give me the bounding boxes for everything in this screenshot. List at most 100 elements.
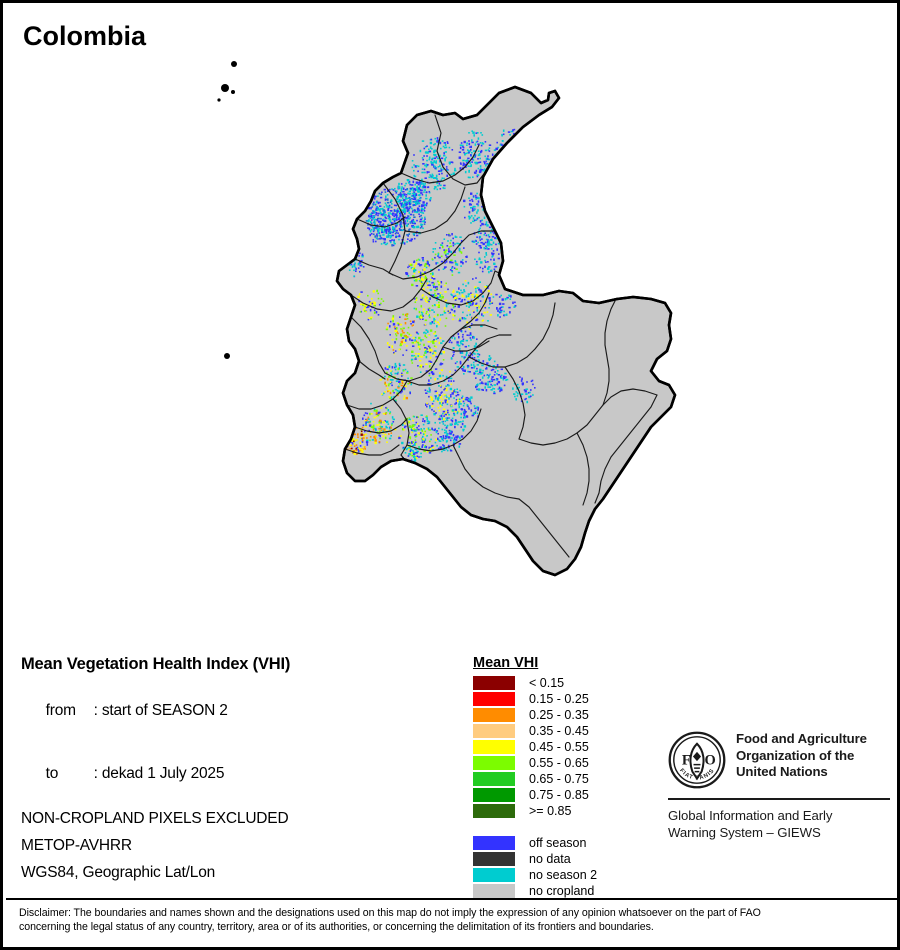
admin-boundary-15 [354, 418, 408, 434]
legend-swatch-class-0 [473, 676, 515, 690]
admin-boundary-4 [388, 230, 494, 280]
legend-class-list: < 0.15 0.15 - 0.25 0.25 - 0.35 0.35 - 0.45 0… [473, 675, 663, 819]
legend-row-class-3[interactable]: 0.35 - 0.45 [473, 723, 663, 739]
legend-title: Mean VHI [473, 655, 539, 671]
info-row-to: to: dekad 1 July 2025 [21, 747, 451, 801]
admin-boundary-27 [452, 444, 520, 500]
legend-swatch-special-1 [473, 852, 515, 866]
legend-row-class-2[interactable]: 0.25 - 0.35 [473, 707, 663, 723]
pixel-cluster-10 [453, 277, 493, 330]
pixel-cluster-4 [396, 177, 432, 212]
admin-boundary-24 [602, 300, 616, 406]
fao-organization-name: Food and Agriculture Organization of the… [736, 731, 867, 781]
admin-boundary-12 [358, 360, 386, 380]
fao-giews-name: Global Information and Early Warning Sys… [668, 807, 893, 841]
map-legend: Mean VHI < 0.15 0.15 - 0.25 0.25 - 0.35 0.3… [473, 655, 663, 899]
legend-row-class-7[interactable]: 0.75 - 0.85 [473, 787, 663, 803]
country-border-stroke [335, 85, 677, 577]
legend-row-special-3[interactable]: no cropland [473, 883, 663, 899]
legend-label-class-0: < 0.15 [529, 676, 565, 690]
fao-emblem-icon: F O FIAT PANIS [668, 731, 726, 789]
pixel-cluster-9 [413, 278, 458, 328]
legend-swatch-class-1 [473, 692, 515, 706]
legend-swatch-class-6 [473, 772, 515, 786]
island-2 [231, 90, 235, 94]
island-0 [231, 61, 237, 67]
fao-divider [668, 798, 890, 800]
legend-label-class-7: 0.75 - 0.85 [529, 788, 589, 802]
legend-special-list: off season no data no season 2 no cropland [473, 835, 663, 899]
fao-sub-line-1: Global Information and Early [668, 808, 833, 823]
legend-row-class-1[interactable]: 0.15 - 0.25 [473, 691, 663, 707]
legend-label-special-0: off season [529, 836, 587, 850]
info-title: Mean Vegetation Health Index (VHI) [21, 655, 291, 673]
pixel-cluster-15 [424, 369, 465, 423]
legend-swatch-class-2 [473, 708, 515, 722]
legend-swatch-special-2 [473, 868, 515, 882]
disclaimer-text: Disclaimer: The boundaries and names sho… [19, 906, 889, 934]
admin-boundary-6 [356, 216, 406, 228]
islands-layer [217, 61, 237, 359]
admin-boundary-23 [576, 432, 590, 506]
page-title: Colombia [23, 21, 147, 51]
fao-name-line-1: Food and Agriculture [736, 731, 867, 746]
legend-label-class-8: >= 0.85 [529, 804, 572, 818]
disclaimer-line-1: Disclaimer: The boundaries and names sho… [19, 907, 761, 919]
fao-header: F O FIAT PANIS Food and Agriculture Orga… [668, 731, 893, 789]
legend-label-class-1: 0.15 - 0.25 [529, 692, 589, 706]
info-note-cropland: NON-CROPLAND PIXELS EXCLUDED [21, 810, 289, 827]
admin-boundary-25 [594, 394, 658, 504]
pixel-cluster-22 [512, 376, 536, 404]
pixel-cluster-11 [385, 313, 419, 356]
legend-swatch-class-3 [473, 724, 515, 738]
admin-boundary-8 [420, 270, 496, 306]
admin-boundary-13 [346, 380, 408, 410]
legend-row-class-5[interactable]: 0.55 - 0.65 [473, 755, 663, 771]
legend-row-special-2[interactable]: no season 2 [473, 867, 663, 883]
pixel-cluster-20 [344, 427, 369, 456]
map-info-block: Mean Vegetation Health Index (VHI) from:… [21, 655, 451, 891]
legend-row-class-6[interactable]: 0.65 - 0.75 [473, 771, 663, 787]
legend-swatch-class-7 [473, 788, 515, 802]
admin-boundary-17 [406, 334, 512, 386]
admin-boundary-20 [504, 366, 526, 440]
pixel-cluster-12 [410, 329, 445, 377]
admin-boundary-29 [518, 498, 570, 558]
info-label-to: to [45, 765, 59, 782]
island-3 [217, 98, 221, 102]
legend-label-class-6: 0.65 - 0.75 [529, 772, 589, 786]
info-value-from: : start of SEASON 2 [93, 702, 228, 719]
fao-name-line-2: Organization of the [736, 747, 855, 763]
map-figure[interactable] [153, 48, 893, 648]
admin-boundary-18 [442, 340, 490, 352]
admin-boundary-5 [354, 258, 394, 276]
legend-swatch-class-8 [473, 804, 515, 818]
pixel-cluster-19 [433, 413, 465, 453]
admin-boundary-10 [350, 316, 386, 374]
admin-boundary-16 [344, 444, 400, 456]
legend-swatch-class-5 [473, 756, 515, 770]
legend-label-class-4: 0.45 - 0.55 [529, 740, 589, 754]
info-row-from: from : start of SEASON 2 [21, 684, 451, 738]
legend-row-special-1[interactable]: no data [473, 851, 663, 867]
pixel-cluster-24 [357, 289, 385, 321]
island-4 [224, 353, 230, 359]
pixel-cluster-16 [473, 355, 509, 395]
disclaimer-divider [6, 898, 897, 900]
colombia-map-svg[interactable] [153, 48, 893, 648]
legend-row-class-4[interactable]: 0.45 - 0.55 [473, 739, 663, 755]
info-label-from: from [45, 702, 76, 719]
country-outline[interactable] [335, 85, 677, 577]
fao-sub-line-2: Warning System – GIEWS [668, 825, 821, 840]
admin-boundary-0 [434, 114, 484, 186]
legend-row-class-0[interactable]: < 0.15 [473, 675, 663, 691]
legend-row-special-0[interactable]: off season [473, 835, 663, 851]
legend-label-special-2: no season 2 [529, 868, 598, 882]
pixel-cluster-1 [411, 137, 457, 191]
legend-swatch-special-0 [473, 836, 515, 850]
legend-label-special-3: no cropland [529, 884, 595, 898]
info-note-sensor: METOP-AVHRR [21, 837, 132, 854]
legend-row-class-8[interactable]: >= 0.85 [473, 803, 663, 819]
legend-label-special-1: no data [529, 852, 571, 866]
